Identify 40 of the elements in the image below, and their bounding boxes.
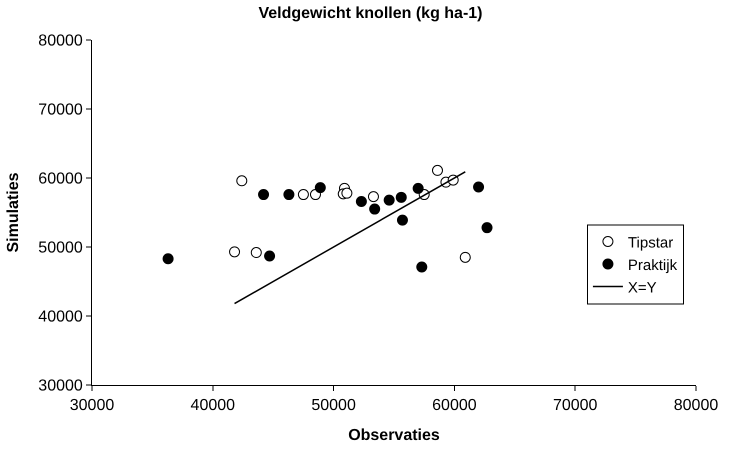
legend-label: Tipstar [628,234,674,252]
y-axis-title: Simulaties [5,172,22,253]
point [250,247,262,258]
point [473,181,484,192]
y-tick-label: 40000 [38,308,83,326]
x-tick-label: 80000 [674,397,718,414]
y-tick-label: 60000 [38,170,83,188]
point [341,188,352,199]
legend-label: Praktijk [628,256,678,274]
point [482,222,493,234]
point [236,175,248,186]
point [162,253,174,264]
point [412,182,424,194]
x-tick-label: 70000 [552,397,598,414]
point [396,192,407,203]
point [384,194,395,206]
point [229,246,240,258]
point [258,189,270,200]
point [298,189,309,200]
y-tick-label: 80000 [38,32,83,50]
point [283,189,294,200]
x-axis-title: Observaties [348,426,440,444]
y-tick-label: 70000 [38,102,83,119]
point [396,214,408,226]
x-tick-label: 50000 [311,397,356,414]
point [314,182,326,194]
y-tick-label: 30000 [38,378,83,395]
point [369,204,380,215]
point [356,196,367,207]
legend-label: X=Y [628,279,657,296]
point [416,262,428,273]
x-tick-label: 30000 [70,397,114,414]
y-tick-label: 50000 [38,240,83,257]
point [264,250,276,262]
point [432,164,443,176]
point [460,252,471,263]
x-tick-label: 40000 [190,397,236,414]
chart-title: Veldgewicht knollen (kg ha-1) [258,5,483,22]
point [368,191,379,202]
x-tick-label: 60000 [432,397,477,414]
